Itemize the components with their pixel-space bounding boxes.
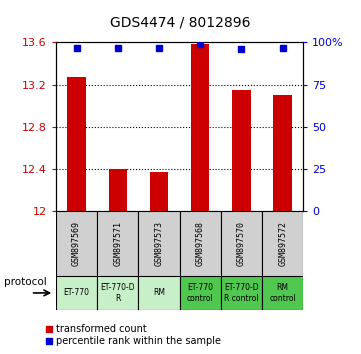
Bar	[97, 211, 138, 276]
Text: ET-770-D
R control: ET-770-D R control	[224, 283, 259, 303]
Bar	[232, 90, 251, 211]
Bar	[97, 276, 138, 310]
Text: GSM897570: GSM897570	[237, 221, 246, 266]
Text: percentile rank within the sample: percentile rank within the sample	[56, 336, 221, 346]
Bar	[262, 211, 303, 276]
Bar	[138, 211, 180, 276]
Bar	[273, 95, 292, 211]
Text: GSM897572: GSM897572	[278, 221, 287, 266]
Bar	[180, 276, 221, 310]
Text: GDS4474 / 8012896: GDS4474 / 8012896	[110, 16, 251, 30]
Text: protocol: protocol	[4, 277, 46, 287]
Bar	[221, 211, 262, 276]
Bar	[221, 276, 262, 310]
Bar	[109, 169, 127, 211]
Bar	[262, 276, 303, 310]
Bar	[56, 276, 97, 310]
Text: GSM897569: GSM897569	[72, 221, 81, 266]
Text: ET-770
control: ET-770 control	[187, 283, 214, 303]
Text: GSM897573: GSM897573	[155, 221, 164, 266]
Text: RM
control: RM control	[269, 283, 296, 303]
Bar	[150, 172, 168, 211]
Bar	[191, 44, 209, 211]
Text: ET-770: ET-770	[64, 289, 90, 297]
Text: RM: RM	[153, 289, 165, 297]
Bar	[138, 276, 180, 310]
Bar	[56, 211, 97, 276]
Text: GSM897568: GSM897568	[196, 221, 205, 266]
Text: GSM897571: GSM897571	[113, 221, 122, 266]
Text: transformed count: transformed count	[56, 324, 147, 333]
Text: ET-770-D
R: ET-770-D R	[100, 283, 135, 303]
Bar	[67, 77, 86, 211]
Bar	[180, 211, 221, 276]
